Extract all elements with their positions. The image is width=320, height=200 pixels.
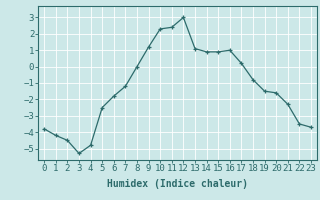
X-axis label: Humidex (Indice chaleur): Humidex (Indice chaleur) <box>107 179 248 189</box>
